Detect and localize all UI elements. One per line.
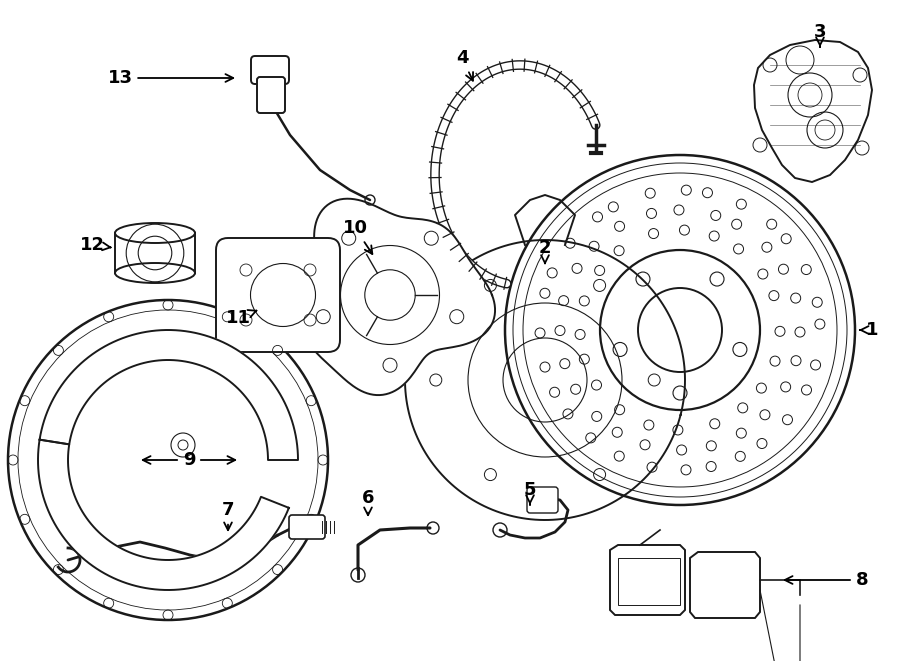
Text: 6: 6 [362,489,374,515]
Text: 12: 12 [79,236,111,254]
FancyBboxPatch shape [527,487,558,513]
Text: 1: 1 [860,321,878,339]
Polygon shape [38,440,289,590]
FancyBboxPatch shape [251,56,289,84]
Text: 4: 4 [455,49,473,81]
FancyBboxPatch shape [216,238,340,352]
FancyBboxPatch shape [257,77,285,113]
Ellipse shape [115,263,195,283]
Polygon shape [610,545,685,615]
Polygon shape [40,330,298,460]
Text: 2: 2 [539,239,551,263]
Text: 13: 13 [107,69,233,87]
Ellipse shape [115,223,195,243]
Text: 11: 11 [226,309,256,327]
Text: 3: 3 [814,23,826,47]
Text: 7: 7 [221,501,234,530]
Text: 8: 8 [785,571,868,589]
FancyBboxPatch shape [289,515,325,539]
Text: 10: 10 [343,219,373,254]
Polygon shape [303,199,495,395]
Text: 9: 9 [183,451,195,469]
Text: 5: 5 [524,481,536,504]
Polygon shape [690,552,760,618]
